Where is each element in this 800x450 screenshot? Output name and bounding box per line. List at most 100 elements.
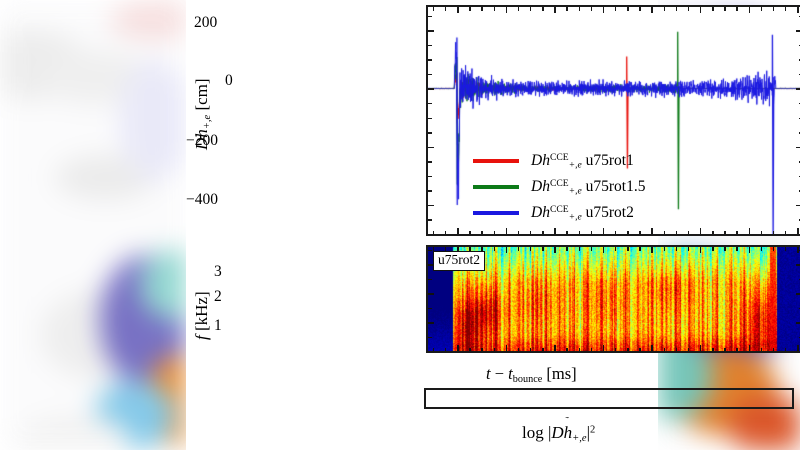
axis-tick [445,347,447,351]
axis-tick [796,30,800,32]
legend-swatch-u75rot2 [473,211,519,215]
axis-tick [469,247,471,251]
axis-tick [724,230,726,234]
axis-tick [796,264,800,266]
spectrogram-xlabel: t − tbounce [ms] [486,364,577,385]
axis-tick [675,7,678,11]
axis-tick [736,247,738,251]
axis-tick [481,230,483,234]
axis-tick [590,7,593,11]
axis-tick [602,7,605,13]
waveform-legend: DhCCE+,e u75rot1 DhCCE+,e u75rot1.5 DhCC… [473,148,645,226]
axis-tick [796,88,800,90]
axis-tick [554,7,556,13]
axis-tick [554,345,556,351]
axis-tick [445,247,447,251]
axis-tick [627,7,629,11]
axis-tick [542,247,544,251]
axis-tick [760,247,763,251]
axis-tick [428,264,434,266]
axis-tick [517,247,520,251]
axis-tick [700,247,702,253]
axis-tick [517,230,520,234]
axis-tick [798,15,800,18]
axis-tick [772,230,775,234]
axis-tick [432,347,435,351]
axis-tick [542,7,544,11]
waveform-ylabel: Dh+,e [cm] [192,78,213,150]
axis-tick [517,7,520,11]
axis-tick [798,132,800,134]
axis-tick [578,247,580,251]
axis-tick [760,347,763,351]
axis-tick [687,230,690,234]
waveform-panel: DhCCE+,e u75rot1 DhCCE+,e u75rot1.5 DhCC… [426,5,800,236]
axis-tick [651,228,653,234]
axis-tick [797,247,799,253]
colorbar-gradient [426,390,792,407]
spectrogram-ytick-2: 2 [214,288,222,305]
axis-tick [590,230,593,234]
axis-tick [432,247,435,251]
axis-tick [796,146,800,149]
axis-tick [748,228,750,234]
axis-tick [712,7,714,11]
axis-tick [428,249,432,252]
axis-tick [687,247,690,251]
axis-tick [796,204,800,207]
axis-tick [663,347,665,351]
spectrogram-plot-area [428,247,800,351]
spectrogram-panel: u75rot2 [426,245,800,353]
spectrogram-ylabel: f [kHz] [192,291,211,340]
axis-tick [566,7,568,11]
axis-tick [615,247,617,251]
axis-tick [627,230,629,234]
axis-tick [428,59,432,61]
axis-tick [428,161,432,163]
axis-tick [772,347,775,351]
axis-tick [724,347,726,351]
axis-tick [736,230,738,234]
legend-label-u75rot15: DhCCE+,e u75rot1.5 [531,177,646,197]
axis-tick [798,161,800,163]
axis-tick [760,230,763,234]
axis-tick [493,347,495,351]
axis-tick [639,347,641,351]
axis-tick [428,219,432,221]
axis-tick [798,249,800,252]
axis-tick [798,44,800,47]
axis-tick [493,7,495,11]
legend-swatch-u75rot1 [473,159,519,163]
axis-tick [493,230,495,234]
axis-tick [700,345,702,351]
axis-tick [712,230,714,234]
waveform-ytick-m400: −400 [186,191,218,208]
waveform-ytick-0: 0 [225,72,233,89]
axis-tick [785,230,787,234]
axis-tick [602,228,605,234]
legend-label-u75rot2: DhCCE+,e u75rot2 [531,203,634,223]
axis-tick [517,347,520,351]
axis-tick [428,307,432,310]
axis-tick [712,347,714,351]
axis-tick [798,336,800,338]
axis-tick [530,347,532,351]
axis-tick [796,322,800,324]
axis-tick [481,347,483,351]
axis-tick [428,132,432,134]
axis-tick [505,345,508,351]
axis-tick [493,247,495,251]
axis-tick [445,7,447,11]
axis-tick [712,247,714,251]
axis-tick [566,347,568,351]
axis-tick [798,117,800,119]
axis-tick [675,230,678,234]
axis-tick [505,247,508,253]
axis-tick [748,7,750,13]
axis-tick [428,117,432,119]
axis-tick [772,247,775,251]
axis-tick [566,230,568,234]
axis-tick [639,247,641,251]
axis-tick [760,7,763,11]
